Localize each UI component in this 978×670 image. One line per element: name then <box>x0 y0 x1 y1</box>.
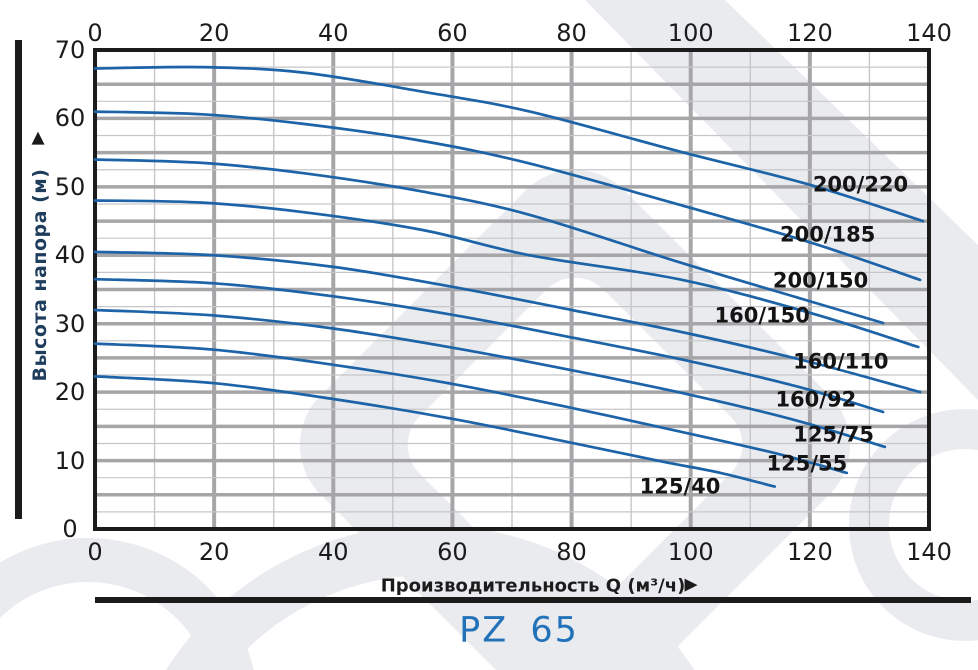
bottom-margin-bar <box>95 597 971 603</box>
x-tick-top-0: 0 <box>87 19 103 47</box>
pump-curve-200-150 <box>93 158 885 325</box>
pump-curve-200-220 <box>93 65 925 223</box>
x-tick-bottom-100: 100 <box>667 538 714 566</box>
x-axis-title: Производительность Q (м³/ч) <box>380 575 686 597</box>
x-tick-top-20: 20 <box>198 19 230 47</box>
y-tick-60: 60 <box>54 104 86 133</box>
x-tick-bottom-40: 40 <box>318 538 349 566</box>
x-tick-bottom-0: 0 <box>87 538 103 566</box>
curve-label-125-75: 125/75 <box>793 422 875 447</box>
x-tick-top-100: 100 <box>667 19 714 47</box>
x-tick-bottom-20: 20 <box>198 538 230 566</box>
y-tick-30: 30 <box>54 309 86 338</box>
pump-curve-200-185 <box>93 110 922 282</box>
pump-curve-125-55 <box>93 342 849 475</box>
pump-curve-160-150 <box>93 199 920 349</box>
pump-curve-160-92 <box>93 277 885 414</box>
x-tick-top-60: 60 <box>437 19 468 47</box>
x-tick-bottom-60: 60 <box>437 538 468 566</box>
chart-title: PZ 65 <box>459 610 579 651</box>
y-axis-arrow-icon: ▲ <box>31 127 45 148</box>
curve-label-160-92: 160/92 <box>775 387 857 412</box>
x-tick-top-140: 140 <box>906 19 952 47</box>
y-axis-title: Высота напора (м) <box>29 168 51 382</box>
x-tick-top-120: 120 <box>786 19 833 47</box>
curve-label-160-110: 160/110 <box>793 349 889 374</box>
x-tick-bottom-120: 120 <box>786 538 833 566</box>
left-margin-bar <box>15 40 22 519</box>
curve-label-200-220: 200/220 <box>812 172 909 197</box>
pump-curve-125-40 <box>93 375 777 488</box>
y-tick-0: 0 <box>62 515 78 543</box>
plot-border <box>93 48 931 531</box>
pump-curve-160-110 <box>93 250 922 394</box>
pump-curve-125-75 <box>93 308 887 449</box>
y-tick-50: 50 <box>54 172 86 201</box>
y-tick-40: 40 <box>54 241 86 270</box>
y-tick-20: 20 <box>54 378 86 407</box>
x-tick-bottom-140: 140 <box>906 538 952 566</box>
y-tick-10: 10 <box>54 446 86 475</box>
curve-label-160-150: 160/150 <box>714 303 810 328</box>
x-axis-arrow-icon: ▶ <box>684 574 698 595</box>
curve-label-125-40: 125/40 <box>639 474 721 499</box>
curve-label-200-185: 200/185 <box>780 222 876 247</box>
x-tick-top-80: 80 <box>556 19 587 47</box>
x-tick-bottom-80: 80 <box>556 538 587 566</box>
y-tick-70: 70 <box>54 36 86 64</box>
curve-label-200-150: 200/150 <box>772 268 869 293</box>
curve-label-125-55: 125/55 <box>766 451 848 476</box>
x-tick-top-40: 40 <box>318 19 349 47</box>
